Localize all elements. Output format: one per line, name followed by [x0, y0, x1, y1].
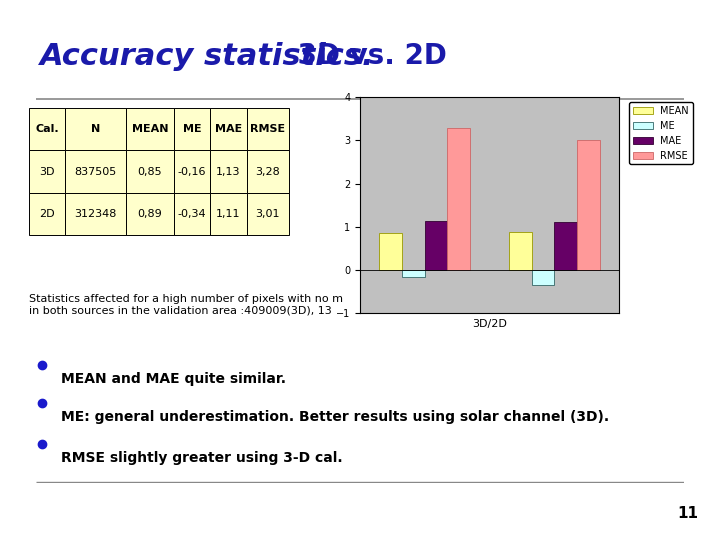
FancyBboxPatch shape — [65, 150, 125, 193]
Text: ME: ME — [183, 124, 202, 134]
Bar — [402, 270, 425, 277]
FancyBboxPatch shape — [174, 108, 210, 150]
Text: 3D: 3D — [39, 166, 55, 177]
Text: 3D vs. 2D: 3D vs. 2D — [288, 42, 447, 70]
FancyBboxPatch shape — [29, 150, 65, 193]
FancyBboxPatch shape — [125, 150, 174, 193]
FancyBboxPatch shape — [246, 193, 289, 235]
Bar — [554, 222, 577, 270]
Text: ME: general underestimation. Better results using solar channel (3D).: ME: general underestimation. Better resu… — [61, 410, 609, 424]
X-axis label: 3D/2D: 3D/2D — [472, 319, 507, 329]
FancyBboxPatch shape — [246, 108, 289, 150]
FancyBboxPatch shape — [174, 150, 210, 193]
Text: MAE: MAE — [215, 124, 242, 134]
Text: MEAN: MEAN — [132, 124, 168, 134]
Text: RMSE: RMSE — [250, 124, 285, 134]
FancyBboxPatch shape — [174, 193, 210, 235]
Legend: MEAN, ME, MAE, RMSE: MEAN, ME, MAE, RMSE — [629, 102, 693, 164]
Text: Accuracy statistics.: Accuracy statistics. — [40, 42, 374, 71]
FancyBboxPatch shape — [65, 193, 125, 235]
Text: MEAN and MAE quite similar.: MEAN and MAE quite similar. — [61, 373, 287, 387]
Bar — [577, 140, 600, 270]
Text: 2D: 2D — [39, 209, 55, 219]
Text: 3,28: 3,28 — [256, 166, 280, 177]
Bar — [509, 232, 531, 270]
Text: 0,89: 0,89 — [138, 209, 162, 219]
FancyBboxPatch shape — [246, 150, 289, 193]
Text: RMSE slightly greater using 3-D cal.: RMSE slightly greater using 3-D cal. — [61, 451, 343, 465]
FancyBboxPatch shape — [29, 193, 65, 235]
FancyBboxPatch shape — [65, 108, 125, 150]
FancyBboxPatch shape — [29, 108, 65, 150]
Text: -0,34: -0,34 — [178, 209, 207, 219]
Bar — [448, 129, 470, 270]
FancyBboxPatch shape — [125, 193, 174, 235]
Text: 1,11: 1,11 — [216, 209, 240, 219]
Text: Statistics affected for a high number of pixels with no m
in both sources in the: Statistics affected for a high number of… — [29, 294, 343, 316]
Text: N: N — [91, 124, 100, 134]
Bar — [425, 221, 448, 270]
FancyBboxPatch shape — [210, 108, 246, 150]
Text: 11: 11 — [678, 505, 698, 521]
Text: Cal.: Cal. — [35, 124, 59, 134]
Text: 837505: 837505 — [74, 166, 117, 177]
Text: 312348: 312348 — [74, 209, 117, 219]
Bar — [531, 270, 554, 285]
Text: 0,85: 0,85 — [138, 166, 162, 177]
FancyBboxPatch shape — [125, 108, 174, 150]
Text: 1,13: 1,13 — [216, 166, 240, 177]
FancyBboxPatch shape — [210, 150, 246, 193]
Bar — [379, 233, 402, 270]
Text: 3,01: 3,01 — [256, 209, 280, 219]
FancyBboxPatch shape — [210, 193, 246, 235]
Text: -0,16: -0,16 — [178, 166, 207, 177]
